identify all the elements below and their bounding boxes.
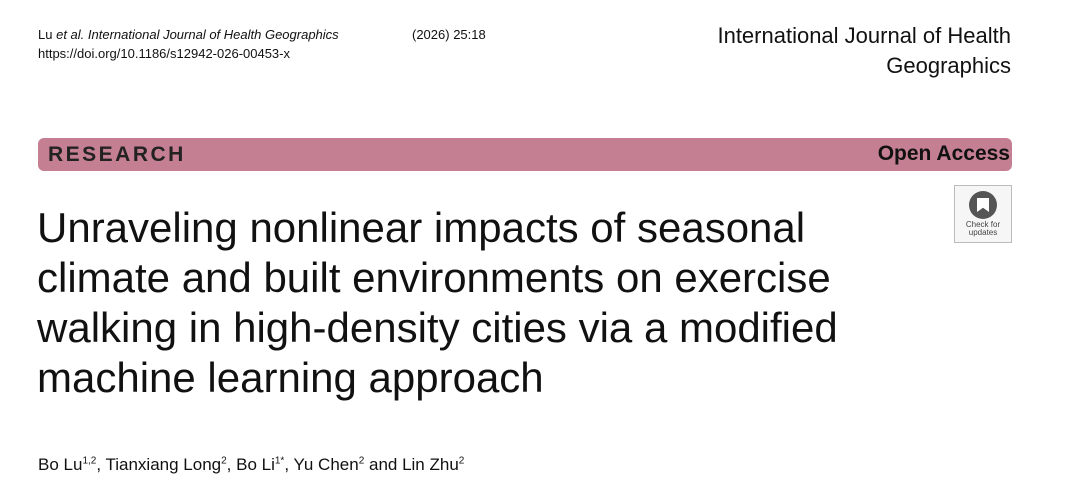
title-line: machine learning approach (37, 354, 544, 401)
article-type-banner: RESEARCH Open Access (38, 138, 1012, 171)
bookmark-icon (969, 191, 997, 219)
running-header: Lu et al. International Journal of Healt… (38, 25, 486, 63)
author[interactable]: Tianxiang Long2 (105, 455, 227, 474)
article-title: Unraveling nonlinear impacts of seasonal… (37, 203, 937, 403)
journal-title-line: Geographics (886, 53, 1011, 78)
open-access-label: Open Access (877, 142, 1010, 165)
article-type: RESEARCH (48, 143, 186, 166)
title-line: walking in high-density cities via a mod… (37, 304, 838, 351)
doi-link[interactable]: https://doi.org/10.1186/s12942-026-00453… (38, 46, 290, 61)
citation-etal: et al. (56, 27, 85, 42)
check-for-updates-button[interactable]: Check for updates (954, 185, 1012, 243)
title-line: Unraveling nonlinear impacts of seasonal (37, 204, 806, 251)
check-updates-text: Check for (965, 220, 1001, 229)
author[interactable]: Yu Chen2 (293, 455, 365, 474)
journal-title: International Journal of Health Geograph… (717, 21, 1011, 81)
check-updates-text: updates (968, 228, 998, 237)
citation-author: Lu (38, 27, 53, 42)
year-volume: (2026) 25:18 (412, 27, 486, 42)
author[interactable]: Bo Lu1,2 (38, 455, 97, 474)
author[interactable]: Bo Li1* (236, 455, 285, 474)
citation-journal: International Journal of Health Geograph… (87, 27, 339, 42)
author-list: Bo Lu1,2, Tianxiang Long2, Bo Li1*, Yu C… (38, 455, 465, 474)
citation: Lu et al. International Journal of Healt… (38, 25, 339, 44)
journal-title-line: International Journal of Health (717, 23, 1011, 48)
author[interactable]: Lin Zhu2 (402, 455, 465, 474)
title-line: climate and built environments on exerci… (37, 254, 831, 301)
